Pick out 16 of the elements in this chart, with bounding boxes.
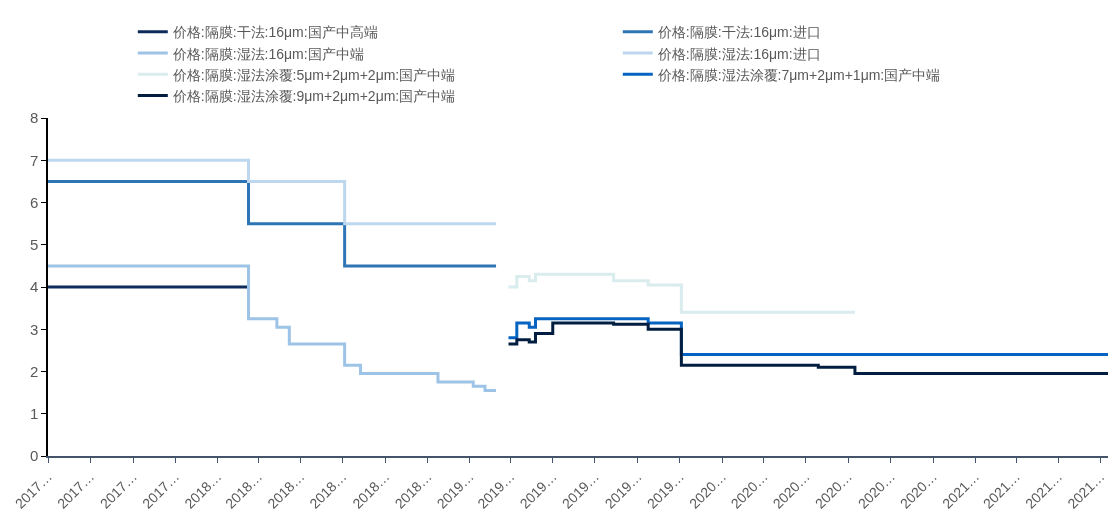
legend-label: 价格:隔膜:干法:16μm:国产中高端 [171, 24, 378, 41]
y-tick-label: 0 [29, 447, 39, 465]
y-tick-label: 2 [29, 362, 39, 380]
legend-label: 价格:隔膜:湿法涂覆:5μm+2μm+2μm:国产中端 [171, 66, 456, 83]
y-tick-label: 8 [29, 109, 39, 127]
legend-label: 价格:隔膜:湿法:16μm:进口 [656, 45, 821, 62]
y-tick-label: 4 [29, 278, 39, 296]
y-tick-label: 1 [29, 405, 39, 422]
legend-label: 价格:隔膜:湿法涂覆:7μm+2μm+1μm:国产中端 [656, 66, 941, 83]
legend-label: 价格:隔膜:干法:16μm:进口 [656, 24, 821, 41]
legend-label: 价格:隔膜:湿法:16μm:国产中端 [171, 45, 364, 62]
legend-label: 价格:隔膜:湿法涂覆:9μm+2μm+2μm:国产中端 [171, 87, 456, 104]
y-tick-label: 6 [29, 193, 39, 211]
y-tick-label: 3 [29, 320, 39, 338]
y-tick-label: 5 [29, 236, 39, 253]
y-tick-label: 7 [29, 151, 39, 169]
